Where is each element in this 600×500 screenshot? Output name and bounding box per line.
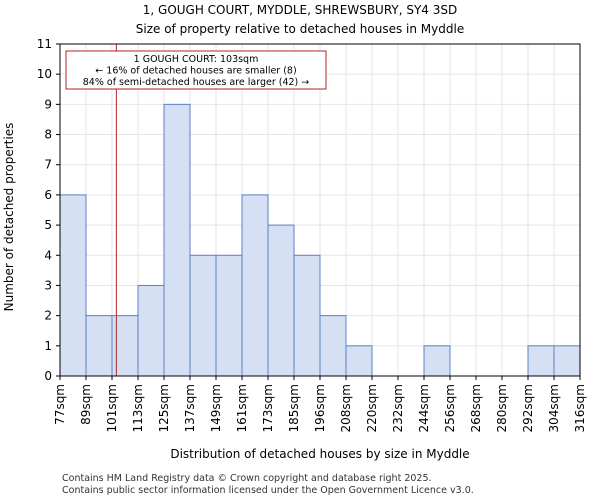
annotation-line-3: 84% of semi-detached houses are larger (…	[83, 77, 310, 88]
x-tick-label-268sqm: 268sqm	[469, 384, 483, 432]
footer-licence: Contains public sector information licen…	[62, 485, 474, 496]
x-tick-label-304sqm: 304sqm	[547, 384, 561, 432]
x-tick-label-256sqm: 256sqm	[443, 384, 457, 432]
x-tick-label-77sqm: 77sqm	[53, 384, 67, 425]
x-tick-label-196sqm: 196sqm	[313, 384, 327, 432]
x-tick-label-161sqm: 161sqm	[235, 384, 249, 432]
x-axis-title: Distribution of detached houses by size …	[170, 447, 469, 461]
y-tick-label-5: 5	[44, 218, 52, 232]
x-tick-labels: 77sqm 89sqm 101sqm 113sqm 125sqm 137sqm 149sqm…	[53, 376, 587, 432]
x-tick-label-89sqm: 89sqm	[79, 384, 93, 425]
y-tick-label-9: 9	[44, 97, 52, 111]
bar-244sqm	[423, 345, 451, 377]
y-axis-title: Number of detached properties	[2, 123, 16, 312]
bar-137sqm	[189, 254, 217, 377]
y-tick-label-2: 2	[44, 309, 52, 323]
y-tick-label-3: 3	[44, 278, 52, 292]
annotation-frame	[65, 50, 327, 90]
y-tick-label-7: 7	[44, 158, 52, 172]
bar-196sqm	[319, 315, 347, 377]
x-tick-label-125sqm: 125sqm	[157, 384, 171, 432]
y-tick-label-8: 8	[44, 128, 52, 142]
chart-subtitle: Size of property relative to detached ho…	[136, 22, 464, 36]
bar-173sqm	[267, 224, 295, 377]
x-tick-label-113sqm: 113sqm	[131, 384, 145, 432]
bar-208sqm	[345, 345, 373, 377]
y-tick-label-0: 0	[44, 369, 52, 383]
x-tick-label-244sqm: 244sqm	[417, 384, 431, 432]
bar-161sqm	[241, 194, 269, 377]
bar-77sqm	[59, 194, 87, 377]
y-tick-label-11: 11	[37, 37, 52, 51]
chart-title: 1, GOUGH COURT, MYDDLE, SHREWSBURY, SY4 …	[143, 3, 458, 17]
y-tick-label-4: 4	[44, 248, 52, 262]
annotation-line-1: 1 GOUGH COURT: 103sqm	[134, 54, 259, 65]
annotation-box: 1 GOUGH COURT: 103sqm← 16% of detached h…	[65, 50, 327, 90]
bar-304sqm	[553, 345, 581, 377]
bar-89sqm	[85, 315, 113, 377]
x-tick-label-101sqm: 101sqm	[105, 384, 119, 432]
bar-113sqm	[137, 284, 165, 377]
y-tick-label-6: 6	[44, 188, 52, 202]
y-tick-label-10: 10	[37, 67, 52, 81]
x-tick-label-149sqm: 149sqm	[209, 384, 223, 432]
bars	[59, 103, 581, 377]
x-tick-label-280sqm: 280sqm	[495, 384, 509, 432]
annotation-line-2: ← 16% of detached houses are smaller (8)	[95, 66, 296, 77]
x-tick-label-232sqm: 232sqm	[391, 384, 405, 432]
footer-copyright: Contains HM Land Registry data © Crown c…	[62, 473, 432, 484]
y-tick-labels: 0 1 2 3 4 5 6 7 8 9 10 11	[37, 37, 60, 383]
bar-292sqm	[527, 345, 555, 377]
x-tick-label-292sqm: 292sqm	[521, 384, 535, 432]
x-tick-label-220sqm: 220sqm	[365, 384, 379, 432]
x-tick-label-316sqm: 316sqm	[573, 384, 587, 432]
x-tick-label-137sqm: 137sqm	[183, 384, 197, 432]
x-tick-label-173sqm: 173sqm	[261, 384, 275, 432]
bar-125sqm	[163, 103, 191, 377]
bar-149sqm	[215, 254, 243, 377]
bar-185sqm	[293, 254, 321, 377]
x-tick-label-185sqm: 185sqm	[287, 384, 301, 432]
x-tick-label-208sqm: 208sqm	[339, 384, 353, 432]
y-tick-label-1: 1	[44, 339, 52, 353]
